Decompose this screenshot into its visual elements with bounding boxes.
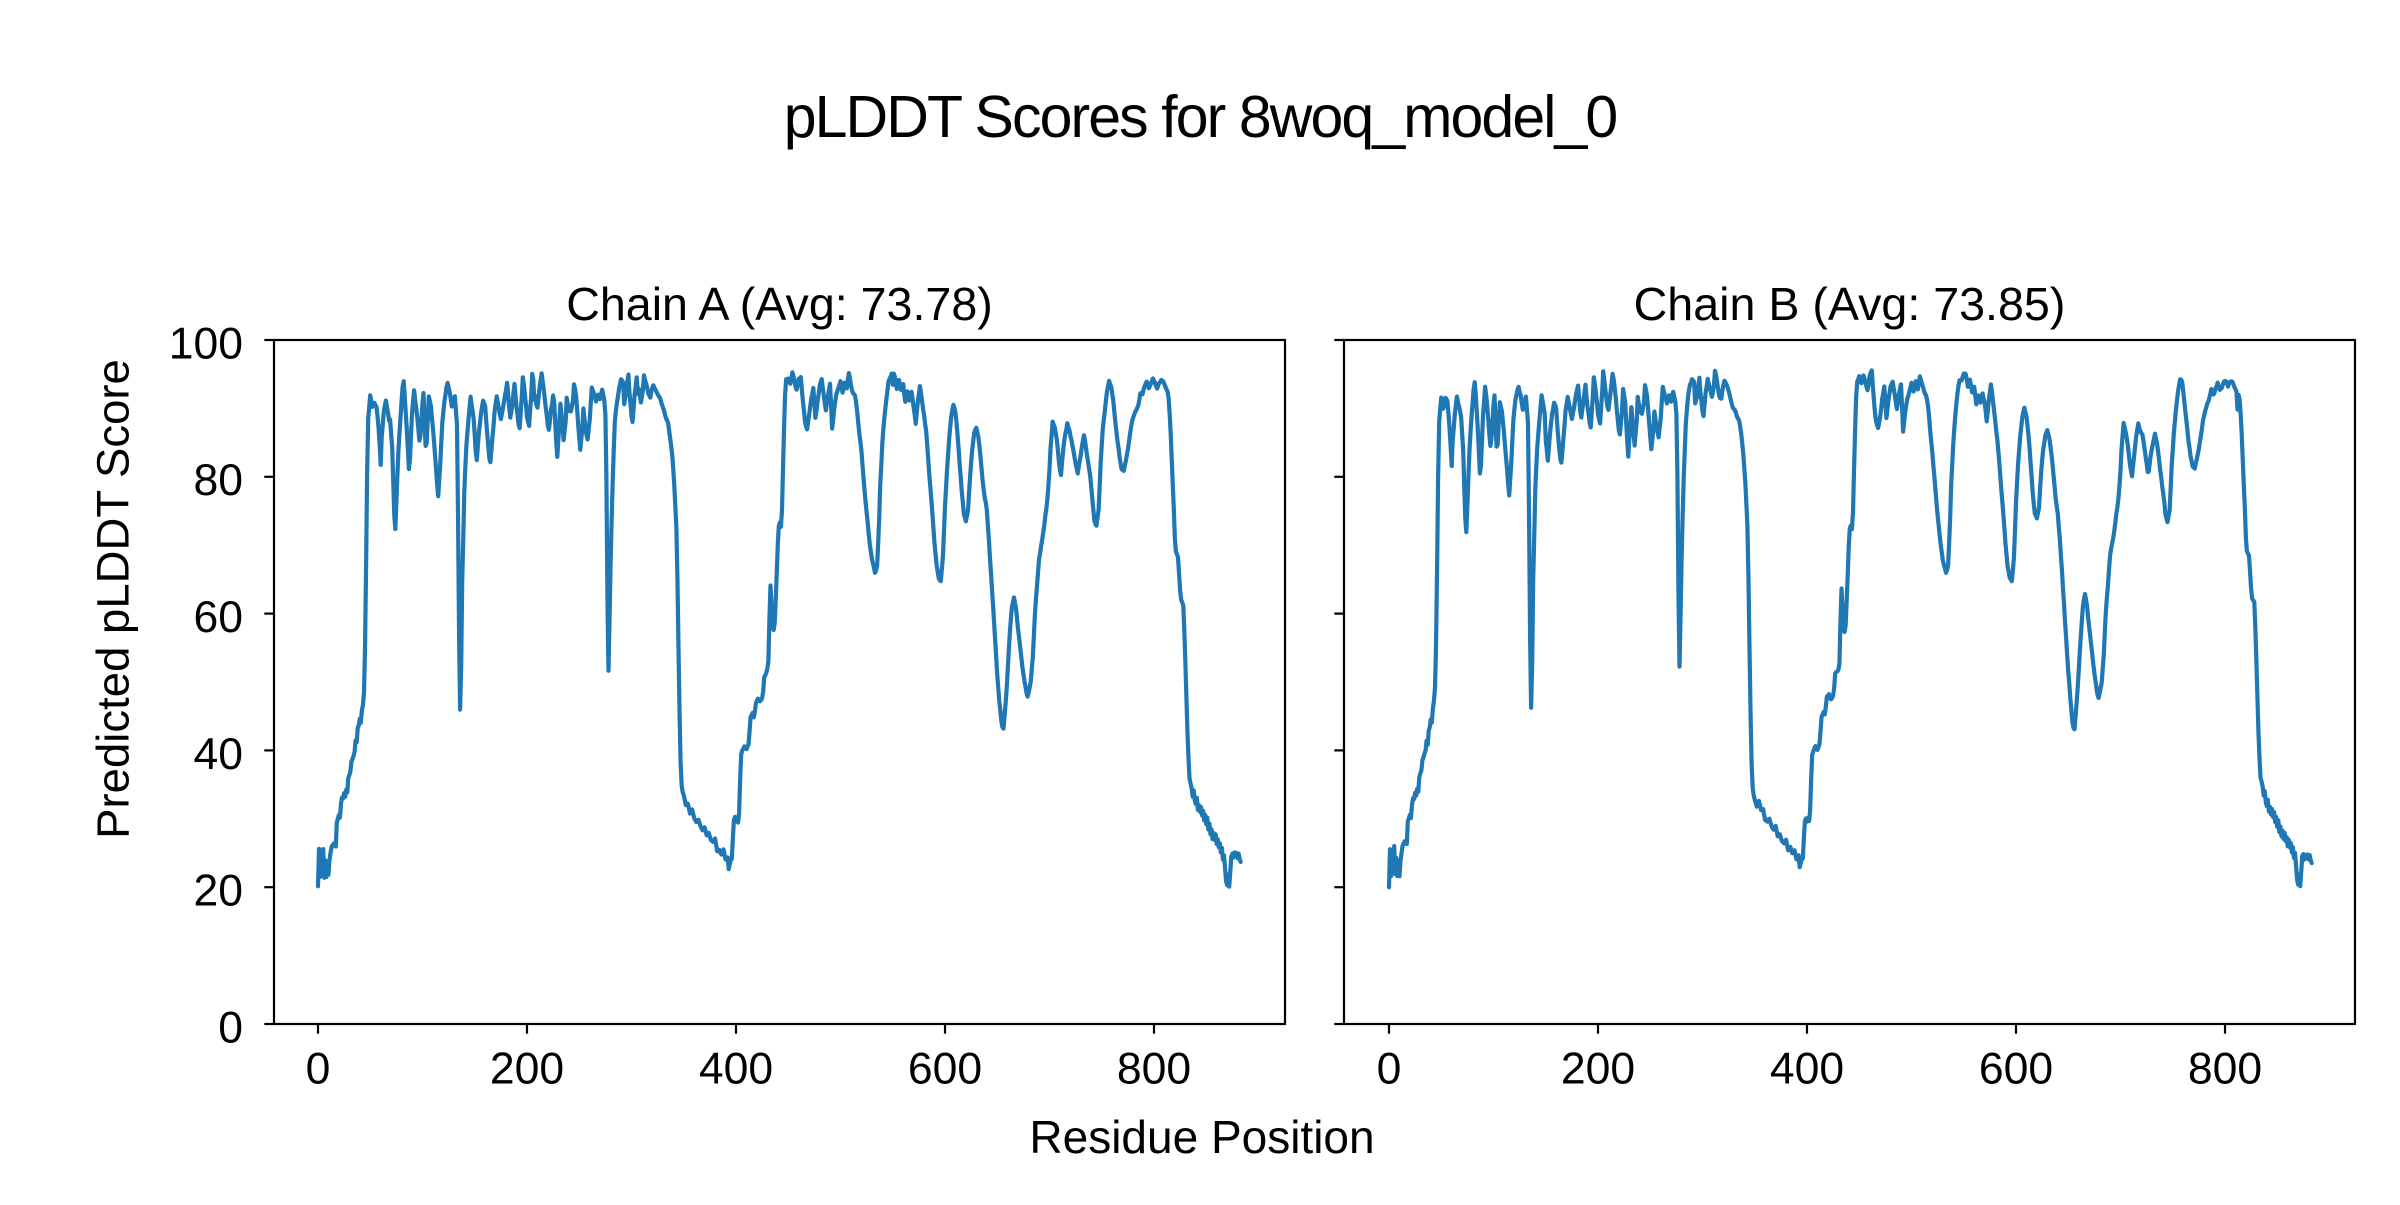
svg-text:800: 800 <box>1117 1045 1191 1094</box>
svg-text:0: 0 <box>1377 1045 1402 1094</box>
svg-text:40: 40 <box>194 730 244 779</box>
svg-text:80: 80 <box>194 456 244 505</box>
svg-text:600: 600 <box>908 1045 982 1094</box>
svg-text:400: 400 <box>699 1045 773 1094</box>
svg-text:20: 20 <box>194 867 244 916</box>
svg-text:Residue Position: Residue Position <box>1029 1111 1374 1163</box>
svg-text:Chain A (Avg: 73.78): Chain A (Avg: 73.78) <box>566 278 993 330</box>
svg-text:60: 60 <box>194 593 244 642</box>
svg-text:200: 200 <box>490 1045 564 1094</box>
svg-text:800: 800 <box>2188 1045 2262 1094</box>
svg-text:200: 200 <box>1561 1045 1635 1094</box>
svg-text:0: 0 <box>218 1003 243 1052</box>
svg-text:Predicted pLDDT Score: Predicted pLDDT Score <box>88 359 139 839</box>
svg-text:Chain B (Avg: 73.85): Chain B (Avg: 73.85) <box>1634 278 2066 330</box>
svg-text:100: 100 <box>169 319 243 368</box>
svg-text:600: 600 <box>1979 1045 2053 1094</box>
svg-text:0: 0 <box>306 1045 331 1094</box>
svg-text:pLDDT Scores for 8woq_model_0: pLDDT Scores for 8woq_model_0 <box>784 84 1617 150</box>
svg-text:400: 400 <box>1770 1045 1844 1094</box>
